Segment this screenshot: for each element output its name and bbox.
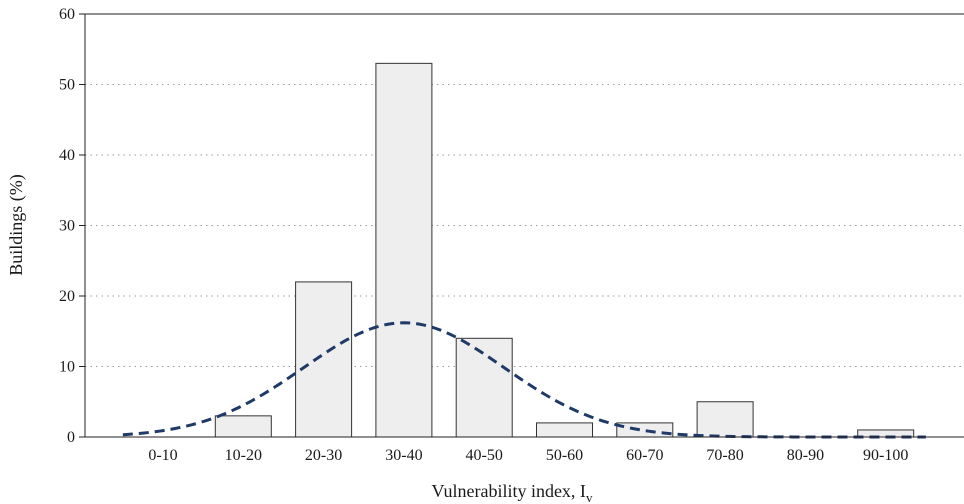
bar-20-30 [295, 281, 353, 438]
y-tick-label-0: 0 [67, 429, 75, 446]
x-tick-label-20-30: 20-30 [305, 447, 342, 464]
bar-70-80 [696, 401, 754, 438]
gridlines [85, 84, 964, 367]
x-tick-label-10-20: 10-20 [225, 447, 262, 464]
x-tick-label-50-60: 50-60 [546, 447, 583, 464]
y-tick-label-60: 60 [59, 6, 75, 23]
y-tick-label-40: 40 [59, 147, 75, 164]
axes [84, 13, 964, 438]
y-tick-labels: 0 10 20 30 40 50 60 [59, 6, 85, 446]
bar-40-50 [455, 337, 513, 438]
bar-60-70 [616, 422, 674, 438]
bars [214, 62, 915, 438]
x-tick-label-0-10: 0-10 [148, 447, 177, 464]
bar-10-20 [214, 415, 272, 438]
y-tick-label-20: 20 [59, 288, 75, 305]
x-tick-label-60-70: 60-70 [626, 447, 663, 464]
x-tick-label-30-40: 30-40 [385, 447, 422, 464]
y-axis-title: Buildings (%) [6, 174, 27, 276]
x-tick-label-80-90: 80-90 [787, 447, 824, 464]
x-tick-labels: 0-10 10-20 20-30 30-40 40-50 50-60 60-70 70-80 8… [148, 447, 908, 464]
y-tick-label-10: 10 [59, 359, 75, 376]
x-tick-label-90-100: 90-100 [863, 447, 908, 464]
x-axis-title: Vulnerability index, Iv [432, 481, 593, 504]
bar-30-40 [375, 62, 433, 438]
x-tick-label-40-50: 40-50 [466, 447, 503, 464]
y-tick-label-30: 30 [59, 218, 75, 235]
x-axis-title-main: Vulnerability index, I [432, 481, 586, 501]
bar-50-60 [536, 422, 593, 438]
y-tick-label-50: 50 [59, 77, 75, 94]
x-axis-title-subscript: v [586, 490, 593, 504]
x-tick-label-70-80: 70-80 [706, 447, 743, 464]
